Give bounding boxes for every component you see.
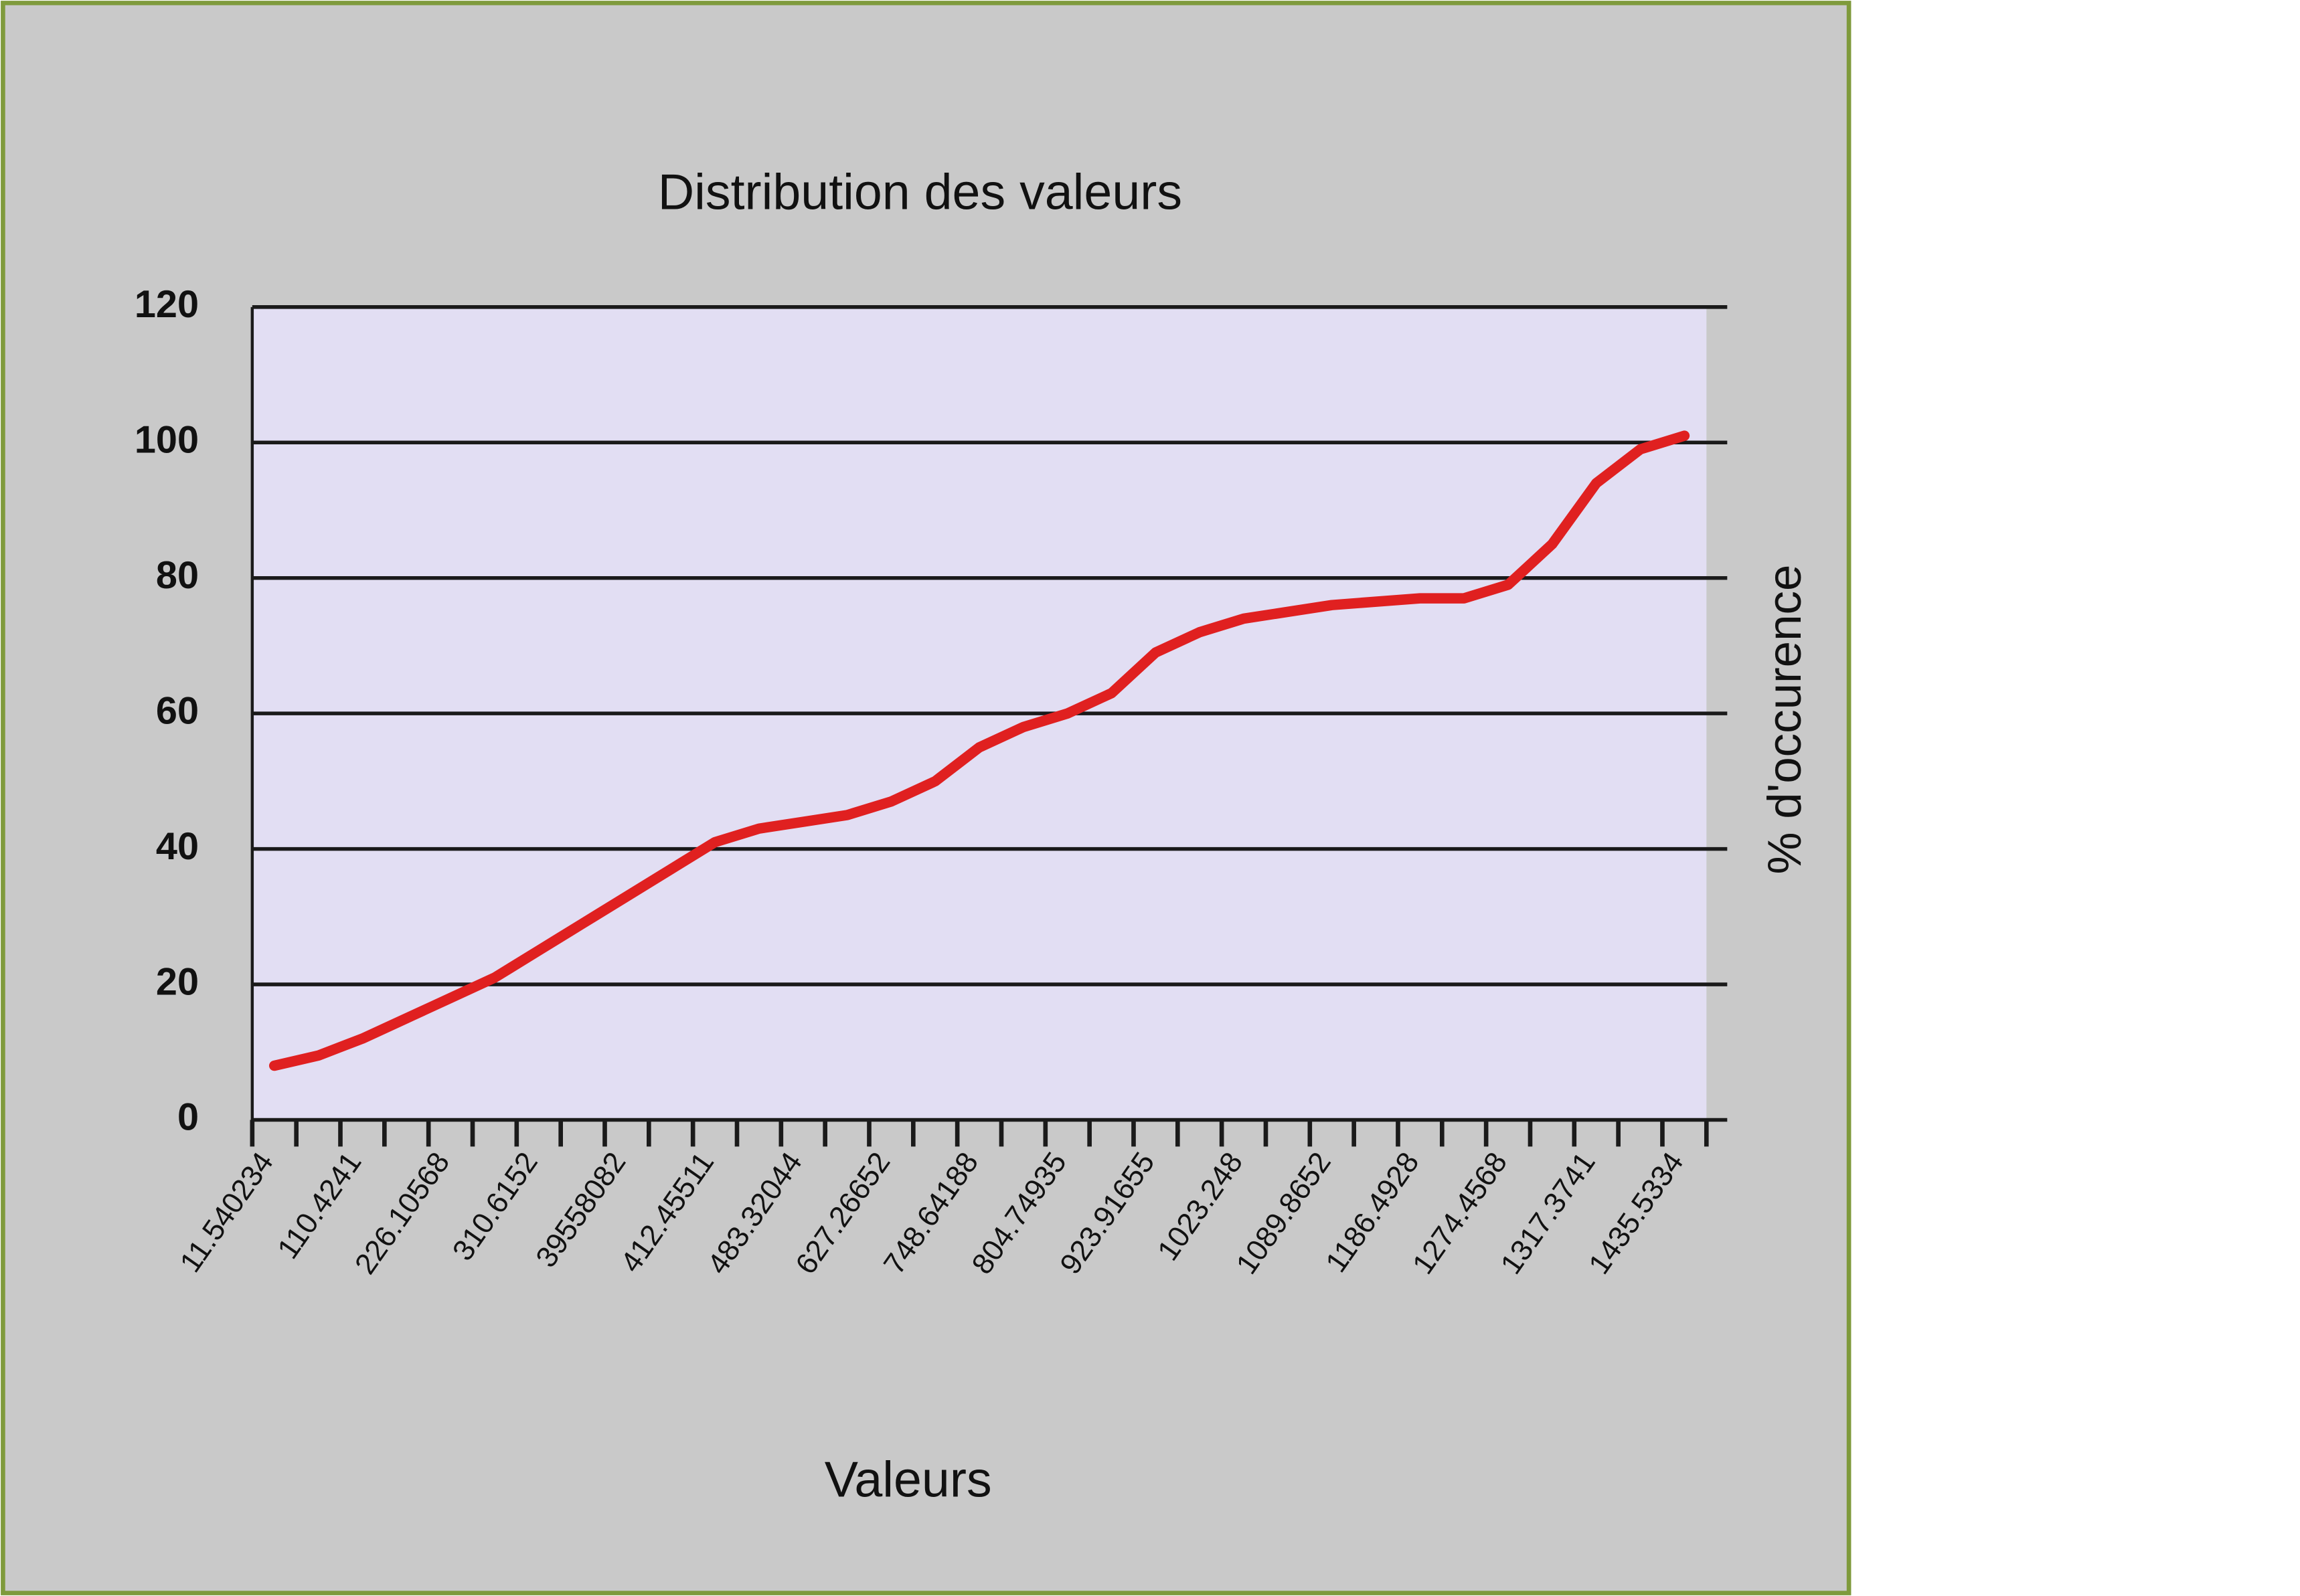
data-line (269, 430, 1690, 1071)
y-tick-label: 60 (156, 689, 199, 732)
x-axis-label: Valeurs (825, 1451, 992, 1507)
chart-title: Distribution des valeurs (658, 163, 1182, 219)
y-tick-label: 100 (135, 418, 199, 461)
y-tick-label: 0 (177, 1096, 199, 1139)
y-tick-label: 40 (156, 825, 199, 868)
y-tick-label: 120 (135, 283, 199, 326)
y-tick-label: 20 (156, 960, 199, 1003)
y-tick-label: 80 (156, 554, 199, 597)
y-axis-label: % d'occurence (1758, 565, 1811, 875)
